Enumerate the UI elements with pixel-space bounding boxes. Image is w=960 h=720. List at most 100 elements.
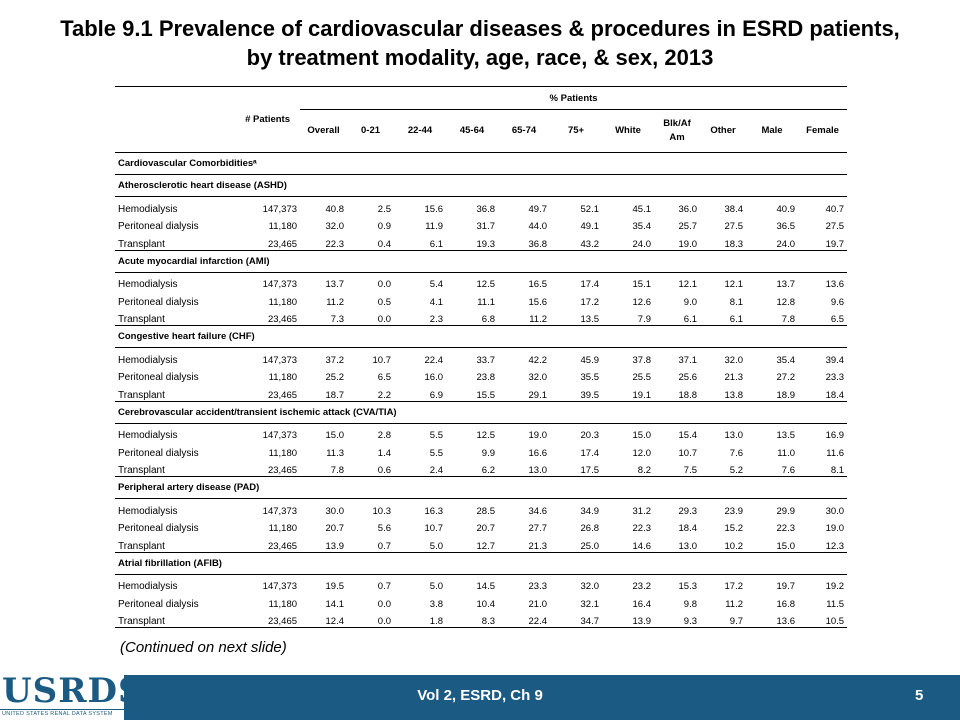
percent-cell: 10.4 (476, 598, 496, 610)
percent-cell: 11.9 (425, 221, 444, 232)
percent-cell: 13.0 (724, 430, 744, 441)
disease-header-row: Peripheral artery disease (PAD) (115, 476, 848, 499)
percent-cell: 27.7 (528, 523, 548, 534)
patient-count: 23,465 (235, 458, 301, 477)
percent-cell: 0.0 (377, 598, 392, 610)
percent-cell: 4.1 (429, 296, 444, 308)
percent-cell: 21.3 (724, 372, 744, 383)
table-row: Peritoneal dialysis 11,180 11.3 1.4 5.5 9.9 16… (115, 441, 847, 459)
percent-cell: 13.0 (654, 534, 701, 553)
column-header: 65-74 (498, 109, 551, 153)
percent-cell: 34.6 (528, 505, 548, 517)
percent-cell: 5.0 (394, 534, 447, 553)
percent-cell: 19.1 (602, 383, 655, 402)
patient-count: 23,465 (235, 383, 301, 402)
percent-cell: 7.8 (746, 307, 799, 326)
percent-cell: 17.5 (550, 458, 603, 477)
section-label: Cardiovascular Comorbiditiesᵃ (115, 152, 848, 175)
disease-name: Congestive heart failure (CHF) (115, 325, 848, 348)
table-row: Peritoneal dialysis 11,180 25.2 6.5 16.0 23.8… (115, 366, 847, 383)
percent-cell: 35.5 (580, 372, 600, 383)
percent-cell: 13.9 (300, 534, 348, 553)
percent-cell: 6.1 (654, 307, 701, 326)
table-row: Transplant 23,465 13.9 0.7 5.0 12.7 21.3 25.0 14… (115, 534, 848, 553)
percent-cell: 27.5 (724, 221, 744, 232)
percent-cell: 17.2 (724, 581, 744, 592)
percent-cell: 0.5 (377, 296, 392, 308)
percent-cell: 11.6 (826, 447, 845, 459)
percent-cell: 12.8 (776, 296, 796, 308)
title-line-2: by treatment modality, age, race, & sex,… (246, 45, 714, 70)
patient-count: 11,180 (268, 296, 298, 308)
percent-cell: 30.0 (825, 505, 845, 517)
logo-subtitle: UNITED STATES RENAL DATA SYSTEM (2, 711, 113, 717)
percent-cell: 18.9 (746, 383, 799, 402)
percent-cell: 9.6 (830, 296, 845, 308)
modality-label: Peritoneal dialysis (118, 221, 199, 232)
percent-cell: 16.8 (776, 598, 796, 610)
percent-cell: 10.7 (372, 354, 392, 366)
disease-name: Atrial fibrillation (AFIB) (115, 552, 848, 575)
column-header: Female (798, 109, 848, 153)
column-header: White (602, 109, 655, 153)
percent-cell: 23.3 (825, 372, 845, 383)
percent-cell: 9.3 (654, 609, 701, 628)
percent-cell: 11.2 (725, 598, 744, 610)
percent-cell: 11.3 (326, 447, 345, 459)
percent-cell: 12.0 (632, 447, 652, 459)
modality-label: Peritoneal dialysis (118, 296, 199, 308)
percent-cell: 35.4 (776, 354, 796, 366)
percent-cell: 6.9 (394, 383, 447, 402)
percent-cell: 22.4 (424, 354, 444, 366)
percent-cell: 14.6 (602, 534, 655, 553)
percent-cell: 52.1 (580, 203, 600, 215)
table-row: Peritoneal dialysis 11,180 32.0 0.9 11.9 31.7… (115, 215, 847, 232)
percent-cell: 13.9 (602, 609, 655, 628)
percent-cell: 17.4 (580, 279, 600, 290)
patient-count: 23,465 (235, 609, 301, 628)
disease-name: Acute myocardial infarction (AMI) (115, 250, 848, 273)
table-row: Transplant 23,465 18.7 2.2 6.9 15.5 29.1 39.5 19… (115, 383, 848, 402)
percent-cell: 19.0 (528, 430, 548, 441)
column-header: 45-64 (446, 109, 499, 153)
percent-cell: 19.0 (654, 232, 701, 251)
percent-cell: 44.0 (528, 221, 548, 232)
percent-cell: 8.3 (446, 609, 499, 628)
percent-cell: 37.1 (678, 354, 698, 366)
patient-count: 147,373 (262, 354, 298, 366)
percent-cell: 28.5 (476, 505, 496, 517)
column-header: 0-21 (347, 109, 395, 153)
percent-cell: 1.4 (377, 447, 392, 459)
percent-cell: 7.8 (300, 458, 348, 477)
percent-cell: 10.7 (424, 523, 444, 534)
patient-count: 23,465 (235, 232, 301, 251)
percent-cell: 25.7 (678, 221, 698, 232)
percent-cell: 36.5 (776, 221, 796, 232)
percent-cell: 37.2 (325, 354, 345, 366)
prevalence-table: # Patients % Patients Overall 0-21 22-44 45… (115, 86, 848, 628)
percent-cell: 11.5 (826, 598, 845, 610)
disease-header-row: Congestive heart failure (CHF) (115, 325, 848, 348)
percent-cell: 31.2 (632, 505, 652, 517)
modality-label: Hemodialysis (118, 203, 178, 215)
percent-cell: 37.8 (632, 354, 652, 366)
percent-cell: 19.7 (798, 232, 848, 251)
patients-header: # Patients (115, 86, 301, 153)
percent-cell: 16.6 (528, 447, 548, 459)
table-row: Hemodialysis 147,373 30.0 10.3 16.3 28.5 34.6 3… (115, 499, 847, 517)
percent-cell: 0.0 (347, 609, 395, 628)
percent-cell: 3.8 (429, 598, 444, 610)
modality-label: Peritoneal dialysis (118, 447, 199, 459)
percent-cell: 16.5 (528, 279, 548, 290)
patient-count: 147,373 (262, 203, 298, 215)
percent-cell: 33.7 (476, 354, 496, 366)
modality-label: Transplant (115, 609, 235, 628)
percent-cell: 12.6 (632, 296, 652, 308)
disease-header-row: Cerebrovascular accident/transient ische… (115, 401, 848, 424)
table-row: Hemodialysis 147,373 40.8 2.5 15.6 36.8 49.7 52… (115, 197, 847, 215)
percent-cell: 0.9 (377, 221, 392, 232)
percent-cell: 18.4 (678, 523, 698, 534)
column-header: 22-44 (394, 109, 447, 153)
modality-label: Transplant (115, 534, 235, 553)
percent-cell: 2.5 (377, 203, 392, 215)
